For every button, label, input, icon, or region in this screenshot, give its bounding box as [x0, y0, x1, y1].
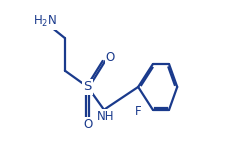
Text: O: O — [83, 118, 92, 131]
Text: F: F — [135, 105, 142, 118]
Text: H$_2$N: H$_2$N — [33, 14, 57, 29]
Text: O: O — [106, 51, 115, 64]
Text: NH: NH — [97, 110, 114, 123]
Text: S: S — [84, 80, 92, 93]
